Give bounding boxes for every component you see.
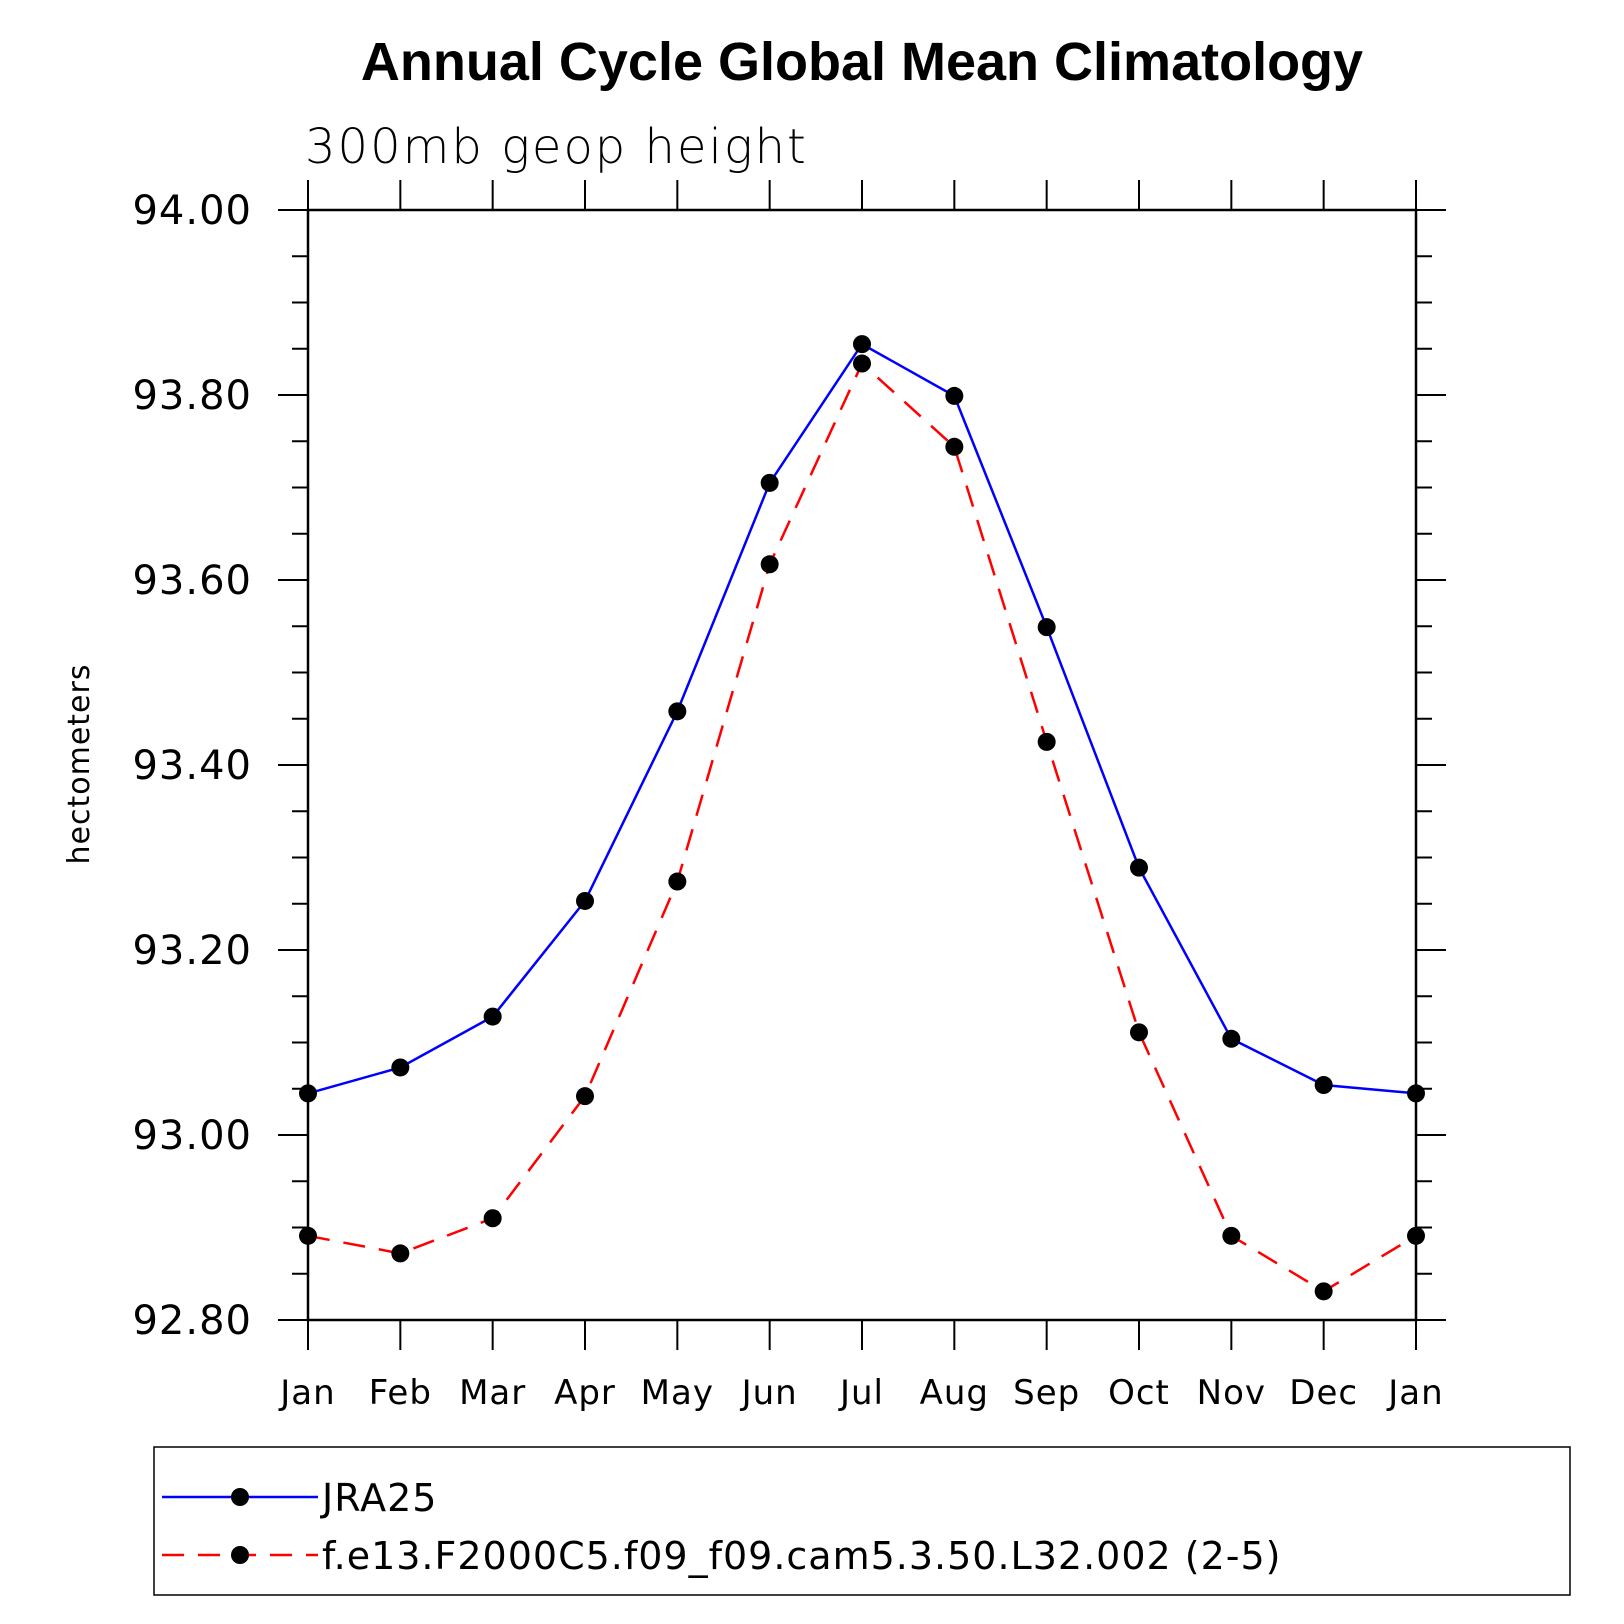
y-tick-label: 93.60 [132, 558, 252, 604]
legend: JRA25 f.e13.F2000C5.f09_f09.cam5.3.50.L32… [153, 1446, 1571, 1596]
legend-label: JRA25 [320, 1476, 437, 1520]
legend-marker [231, 1488, 249, 1506]
legend-label: f.e13.F2000C5.f09_f09.cam5.3.50.L32.002 … [322, 1534, 1281, 1578]
x-tick-label: Sep [1013, 1373, 1080, 1413]
data-point [853, 354, 871, 373]
data-point [668, 702, 687, 721]
data-point [576, 891, 594, 910]
y-tick-label: 92.80 [132, 1298, 252, 1344]
y-tick-label: 93.80 [132, 373, 252, 419]
y-tick-label: 93.00 [132, 1113, 252, 1159]
y-axis-label: hectometers [62, 664, 97, 865]
x-tick-label: Feb [369, 1373, 432, 1413]
chart-title: Annual Cycle Global Mean Climatology [361, 32, 1363, 92]
x-tick-label: Oct [1108, 1373, 1170, 1413]
y-tick-label: 94.00 [132, 188, 252, 234]
data-point [1037, 732, 1056, 751]
series-line [307, 361, 1417, 1293]
series-lines [307, 342, 1417, 1293]
data-point [853, 335, 871, 354]
x-tick-label: Dec [1289, 1373, 1358, 1413]
x-tick-label: Mar [459, 1373, 526, 1413]
data-point [1037, 618, 1056, 637]
x-tick-label: Jun [740, 1373, 798, 1413]
data-point [483, 1007, 502, 1026]
y-tick-label: 93.20 [132, 928, 252, 974]
x-tick-label: Jan [1386, 1373, 1443, 1413]
data-point [1130, 858, 1148, 877]
series-line [307, 342, 1417, 1095]
legend-marker [231, 1546, 249, 1564]
legend-box [153, 1446, 1571, 1596]
data-point [1130, 1023, 1148, 1042]
data-point [1314, 1282, 1333, 1301]
x-tick-label: Aug [920, 1373, 989, 1413]
tick-labels: 92.80 93.00 93.20 93.40 93.60 93.80 94.00 Jan Fe… [132, 188, 1443, 1413]
x-tick-label: Nov [1197, 1373, 1266, 1413]
data-point [1314, 1076, 1333, 1095]
series-markers [299, 335, 1425, 1301]
y-tick-label: 93.40 [132, 743, 252, 789]
data-point [760, 473, 779, 492]
plot-frame [306, 208, 1418, 1322]
x-tick-label: Jan [278, 1373, 335, 1413]
data-point [945, 437, 964, 456]
data-point [576, 1087, 594, 1106]
data-point [1222, 1226, 1241, 1245]
x-tick-label: Jul [838, 1373, 884, 1413]
x-tick-label: May [641, 1373, 714, 1413]
x-tick-label: Apr [554, 1373, 616, 1413]
chart-subtitle: 300mb geop height [305, 119, 808, 175]
data-point [760, 555, 779, 574]
data-point [945, 386, 964, 405]
data-point [483, 1209, 502, 1228]
data-point [391, 1244, 410, 1263]
data-point [391, 1058, 410, 1077]
data-point [1222, 1029, 1241, 1048]
data-point [668, 872, 687, 891]
